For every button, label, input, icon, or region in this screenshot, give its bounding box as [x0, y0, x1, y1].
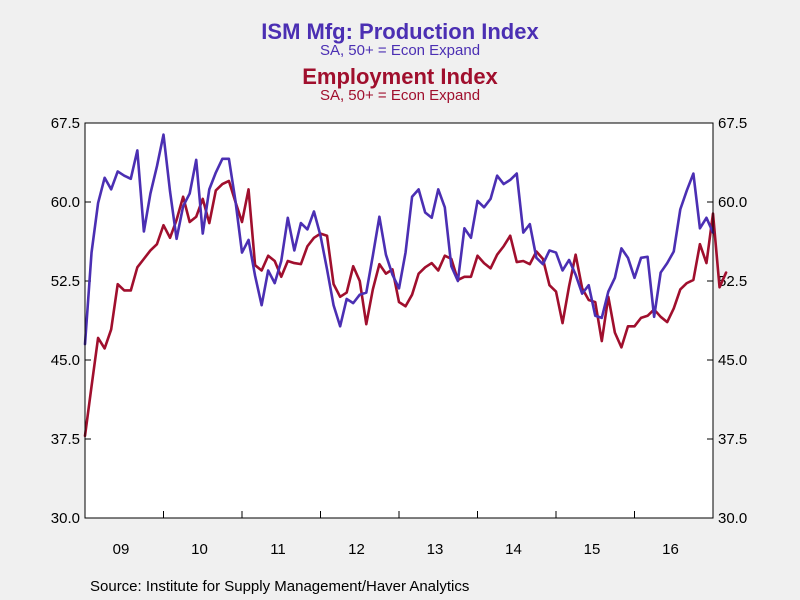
x-tick-label: 09 — [113, 541, 130, 558]
production-subtitle: SA, 50+ = Econ Expand — [319, 42, 481, 59]
y-tick-label-left: 60.0 — [51, 194, 80, 211]
production-title: ISM Mfg: Production Index — [261, 19, 539, 44]
x-axis: 09 10 11 12 13 14 15 16 — [84, 511, 714, 558]
x-tick-label: 13 — [427, 541, 444, 558]
y-tick-label-right: 37.5 — [718, 431, 747, 448]
y-tick-label-right: 60.0 — [718, 194, 747, 211]
x-tick-label: 10 — [191, 541, 208, 558]
employment-series-line — [83, 179, 728, 438]
x-tick-label: 12 — [348, 541, 365, 558]
x-tick-label: 16 — [662, 541, 679, 558]
production-series-line — [83, 133, 715, 346]
y-tick-label-left: 45.0 — [51, 352, 80, 369]
y-tick-label-left: 30.0 — [51, 510, 80, 527]
y-tick-label-right: 67.5 — [718, 115, 747, 132]
y-tick-label-right: 30.0 — [718, 510, 747, 527]
series-layer — [83, 133, 728, 438]
source-note: Source: Institute for Supply Management/… — [90, 578, 470, 595]
y-tick-label-left: 67.5 — [51, 115, 80, 132]
x-tick-label: 11 — [270, 541, 286, 558]
y-tick-label-left: 37.5 — [51, 431, 80, 448]
plot-frame — [84, 122, 714, 519]
y-tick-label-right: 45.0 — [718, 352, 747, 369]
x-tick-label: 15 — [584, 541, 601, 558]
employment-subtitle: SA, 50+ = Econ Expand — [319, 87, 481, 104]
plot-area — [85, 123, 713, 518]
y-tick-label-left: 52.5 — [51, 273, 80, 290]
employment-title: Employment Index — [302, 64, 498, 89]
x-tick-label: 14 — [505, 541, 522, 558]
